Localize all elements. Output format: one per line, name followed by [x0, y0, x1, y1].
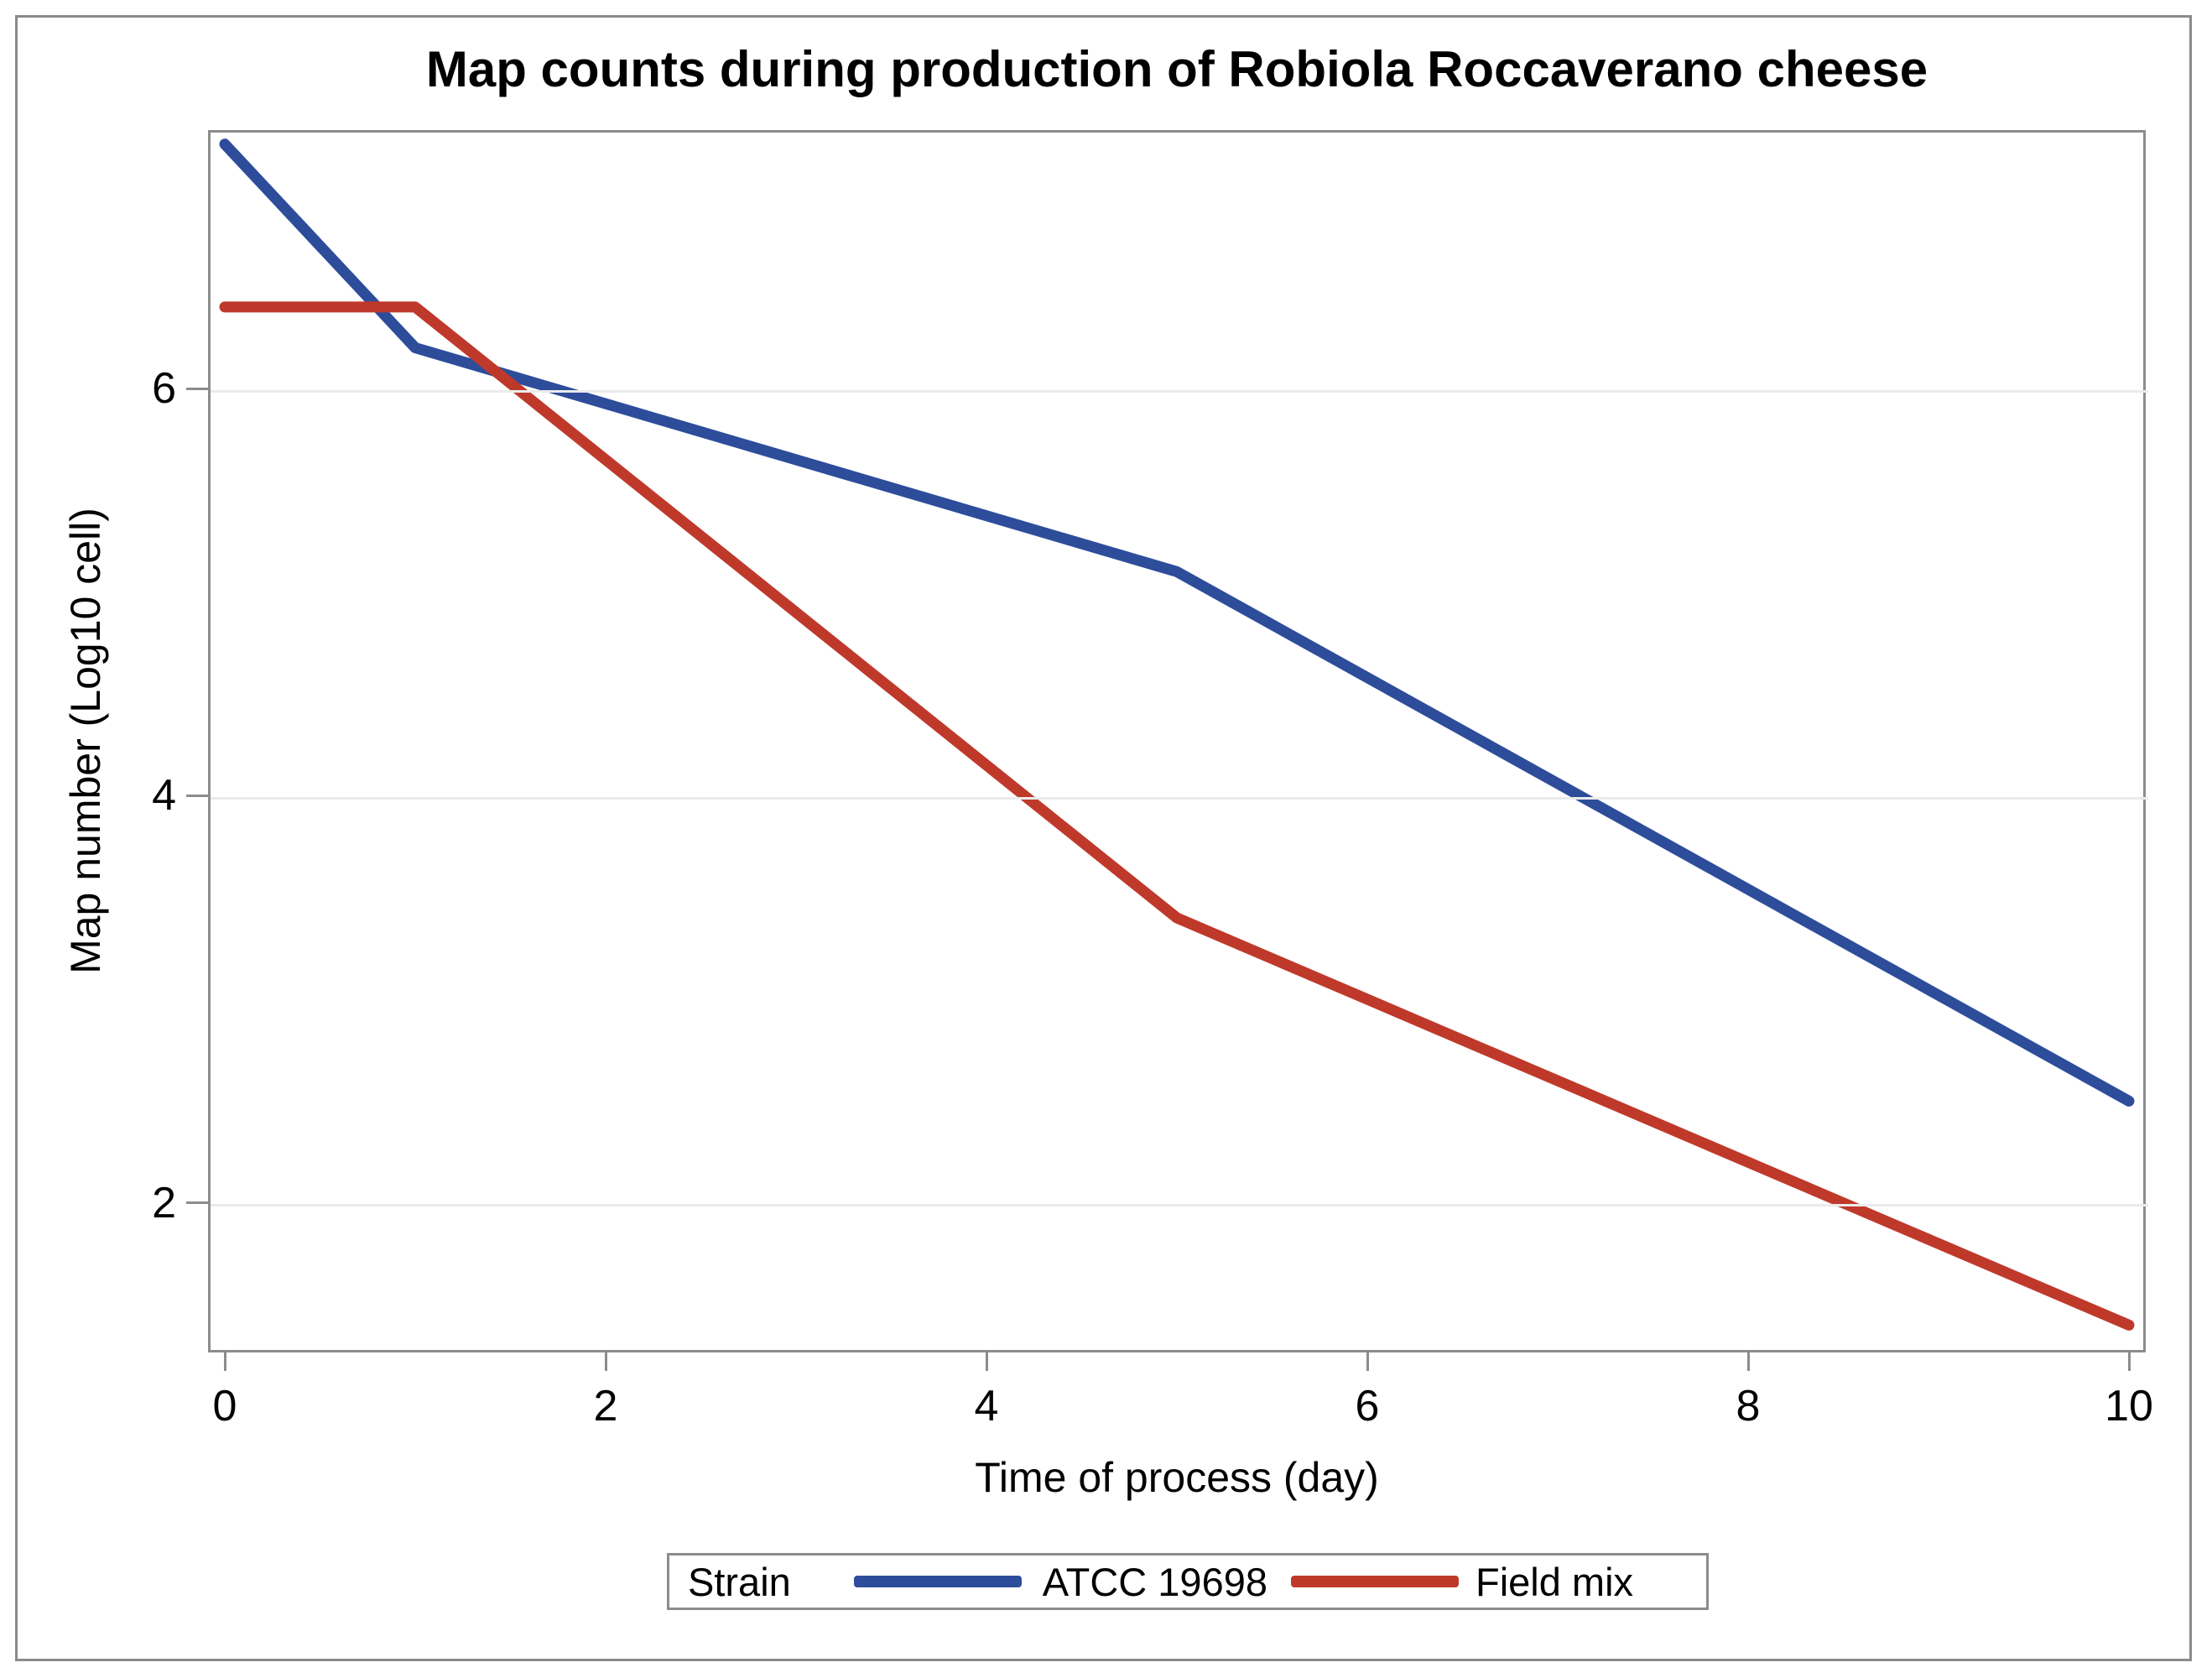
legend: Strain ATCC 19698 Field mix — [667, 1553, 1709, 1610]
legend-title: Strain — [688, 1559, 791, 1604]
legend-swatch-field-mix — [1291, 1576, 1459, 1587]
y-tick-label-4: 4 — [152, 771, 176, 821]
y-tick-label-2: 2 — [152, 1178, 176, 1227]
y-tick-label-6: 6 — [152, 364, 176, 413]
gridline-y-4 — [211, 796, 2148, 800]
y-axis-title: Map number (Log10 cell) — [62, 508, 109, 974]
series-plot — [219, 138, 2135, 1331]
x-tick-label-8: 8 — [1736, 1382, 1761, 1430]
y-tick-mark-2 — [186, 1201, 208, 1205]
x-tick-mark-0 — [223, 1352, 226, 1371]
x-tick-mark-8 — [1746, 1352, 1750, 1371]
x-tick-mark-10 — [2127, 1352, 2131, 1371]
x-tick-label-6: 6 — [1355, 1382, 1380, 1430]
x-tick-mark-4 — [985, 1352, 988, 1371]
x-tick-label-0: 0 — [212, 1382, 237, 1430]
gridline-y-2 — [211, 1204, 2148, 1207]
series-line-atcc-19698 — [219, 138, 2135, 1107]
y-tick-mark-6 — [186, 387, 208, 390]
x-tick-label-10: 10 — [2105, 1382, 2153, 1430]
gridline-y-6 — [211, 389, 2148, 393]
chart-title: Map counts during production of Robiola … — [425, 41, 1928, 97]
series-line-field-mix — [219, 301, 2135, 1331]
x-tick-label-2: 2 — [593, 1382, 618, 1430]
figure-border — [15, 15, 2192, 1661]
legend-entry-field-mix: Field mix — [1476, 1559, 1634, 1604]
x-tick-mark-6 — [1366, 1352, 1369, 1371]
plot-area — [208, 130, 2148, 1352]
x-axis-title: Time of process (day) — [975, 1454, 1379, 1501]
legend-entry-atcc-19698: ATCC 19698 — [1042, 1559, 1267, 1604]
y-tick-mark-4 — [186, 794, 208, 797]
x-tick-label-4: 4 — [974, 1382, 999, 1430]
legend-swatch-atcc-19698 — [853, 1576, 1022, 1587]
x-tick-mark-2 — [604, 1352, 607, 1371]
